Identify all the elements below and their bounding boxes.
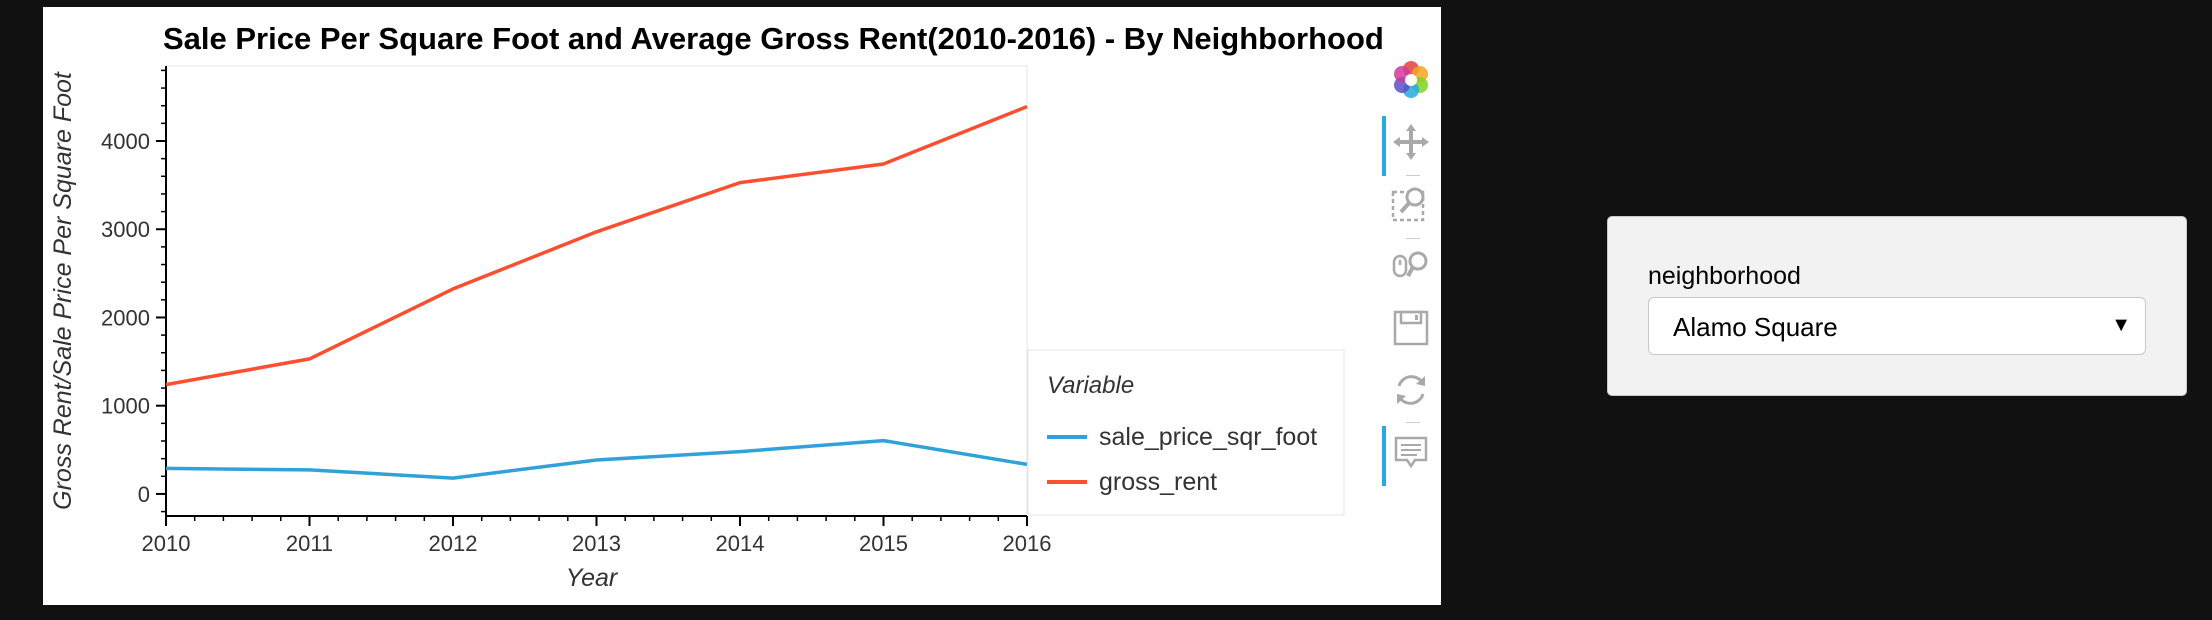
reset-icon [1397,375,1425,405]
y-tick-label: 2000 [101,305,150,330]
legend-title: Variable [1047,372,1134,399]
line-chart[interactable]: 0 1000 2000 3000 4000 2010 2011 2012 2013 2014 201… [43,7,1441,605]
y-tick-label: 3000 [101,217,150,242]
wheel-zoom-tool-button[interactable] [1380,244,1440,296]
hover-icon [1394,436,1428,469]
selected-neighborhood: Alamo Square [1673,312,1838,342]
x-tick-label: 2013 [572,531,621,556]
x-tick-label: 2010 [142,531,191,556]
dropdown-arrow-icon: ▼ [2111,314,2131,336]
y-tick-label: 1000 [101,394,150,419]
legend-label-sale_price_sqr_foot[interactable]: sale_price_sqr_foot [1099,423,1317,451]
bokeh-logo-icon[interactable] [1380,58,1440,110]
series-line-gross_rent[interactable] [165,104,1028,387]
neighborhood-select[interactable]: Alamo Square ▼ [1648,297,2146,355]
neighborhood-label: neighborhood [1648,262,1801,290]
chart-title: Sale Price Per Square Foot and Average G… [163,21,1384,56]
hover-tool-button[interactable] [1380,426,1440,486]
widget-panel: neighborhood Alamo Square ▼ [1607,216,2187,396]
y-tick-label: 0 [138,482,150,507]
x-tick-label: 2014 [716,531,765,556]
x-tick-label: 2012 [429,531,478,556]
x-axis-label: Year [566,564,619,592]
plot-panel: 0 1000 2000 3000 4000 2010 2011 2012 2013 2014 201… [43,7,1441,605]
legend-label-gross_rent[interactable]: gross_rent [1099,468,1217,496]
pan-icon [1393,124,1429,160]
y-tick-label: 4000 [101,129,150,154]
legend-box [1027,349,1345,516]
x-tick-label: 2015 [859,531,908,556]
y-axis-label: Gross Rent/Sale Price Per Square Foot [49,71,77,510]
pan-tool-button[interactable] [1380,116,1440,176]
box-zoom-icon [1391,187,1425,222]
box-zoom-tool-button[interactable] [1380,182,1440,234]
plot-area [165,65,1028,517]
x-tick-label: 2016 [1003,531,1052,556]
chart-toolbar [1380,58,1440,498]
wheel-zoom-icon [1392,251,1428,278]
save-icon [1393,310,1429,346]
series-line-sale_price_sqr_foot[interactable] [165,438,1028,480]
x-tick-label: 2011 [286,531,333,556]
reset-tool-button[interactable] [1380,368,1440,420]
save-tool-button[interactable] [1380,306,1440,358]
